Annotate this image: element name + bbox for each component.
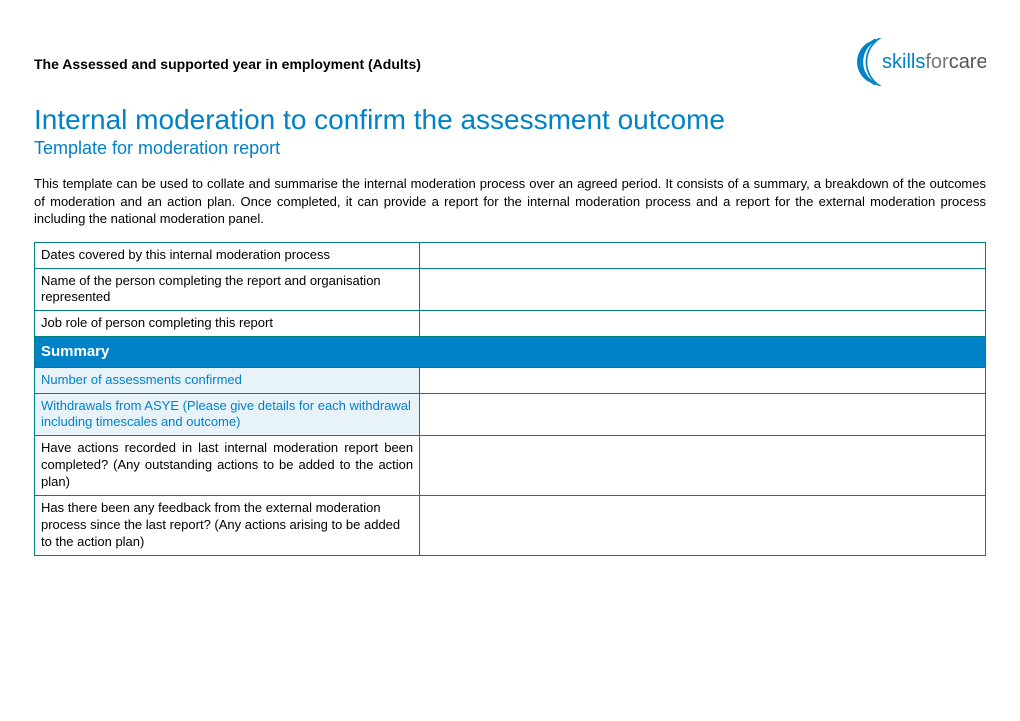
name-label: Name of the person completing the report… bbox=[35, 268, 420, 311]
jobrole-label: Job role of person completing this repor… bbox=[35, 311, 420, 337]
withdrawals-value[interactable] bbox=[420, 393, 986, 436]
logo-text-skills: skills bbox=[882, 51, 925, 73]
feedback-value[interactable] bbox=[420, 496, 986, 556]
intro-paragraph: This template can be used to collate and… bbox=[34, 175, 986, 228]
svg-text:skillsforcare: skillsforcare bbox=[882, 51, 986, 73]
withdrawals-label: Withdrawals from ASYE (Please give detai… bbox=[35, 393, 420, 436]
feedback-label: Has there been any feedback from the ext… bbox=[35, 496, 420, 556]
skillsforcare-logo: skillsforcare bbox=[851, 38, 986, 86]
main-title: Internal moderation to confirm the asses… bbox=[34, 104, 986, 136]
table-row: Dates covered by this internal moderatio… bbox=[35, 242, 986, 268]
sub-title: Template for moderation report bbox=[34, 138, 986, 159]
logo-text-care: care bbox=[949, 51, 986, 73]
table-row: Have actions recorded in last internal m… bbox=[35, 436, 986, 496]
program-title: The Assessed and supported year in emplo… bbox=[34, 38, 421, 72]
table-row: Withdrawals from ASYE (Please give detai… bbox=[35, 393, 986, 436]
header-row: The Assessed and supported year in emplo… bbox=[34, 38, 986, 86]
jobrole-value[interactable] bbox=[420, 311, 986, 337]
table-row: Job role of person completing this repor… bbox=[35, 311, 986, 337]
summary-header-row: Summary bbox=[35, 337, 986, 368]
table-row: Has there been any feedback from the ext… bbox=[35, 496, 986, 556]
table-row: Number of assessments confirmed bbox=[35, 367, 986, 393]
table-row: Name of the person completing the report… bbox=[35, 268, 986, 311]
actions-last-label: Have actions recorded in last internal m… bbox=[35, 436, 420, 496]
dates-value[interactable] bbox=[420, 242, 986, 268]
num-assessments-value[interactable] bbox=[420, 367, 986, 393]
logo-text-for: for bbox=[925, 51, 949, 73]
name-value[interactable] bbox=[420, 268, 986, 311]
num-assessments-label: Number of assessments confirmed bbox=[35, 367, 420, 393]
summary-header-cell: Summary bbox=[35, 337, 986, 368]
dates-label: Dates covered by this internal moderatio… bbox=[35, 242, 420, 268]
moderation-table: Dates covered by this internal moderatio… bbox=[34, 242, 986, 556]
actions-last-value[interactable] bbox=[420, 436, 986, 496]
